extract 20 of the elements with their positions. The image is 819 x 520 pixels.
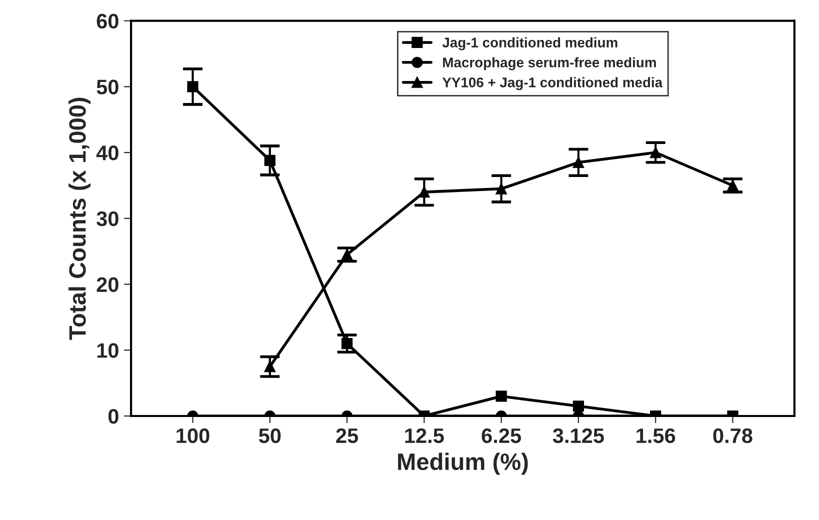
legend-label: Macrophage serum-free medium — [443, 57, 656, 70]
y-tick-label: 30 — [96, 211, 118, 226]
y-tick-label: 40 — [96, 146, 118, 160]
y-tick-label: 60 — [96, 14, 118, 29]
x-tick-label: 25 — [336, 428, 358, 444]
x-tick-label: 0.78 — [713, 428, 752, 444]
y-tick-label: 50 — [96, 80, 118, 94]
legend-label: YY106 + Jag-1 conditioned media — [442, 77, 663, 90]
legend-label: Jag-1 conditioned medium — [442, 37, 618, 50]
y-tick-label: 10 — [97, 343, 118, 358]
x-axis-title: Medium (%) — [398, 452, 528, 475]
x-tick-label: 100 — [176, 428, 210, 444]
x-tick-label: 12.5 — [405, 428, 444, 444]
x-tick-label: 3.125 — [552, 428, 604, 444]
y-tick-label: 20 — [96, 277, 118, 292]
x-tick-label: 50 — [258, 428, 281, 444]
x-tick-label: 6.25 — [482, 428, 521, 444]
y-tick-label: 0 — [108, 409, 118, 424]
y-axis-title: Total Counts (x 1,000) — [68, 98, 91, 340]
x-tick-label: 1.56 — [636, 428, 676, 444]
